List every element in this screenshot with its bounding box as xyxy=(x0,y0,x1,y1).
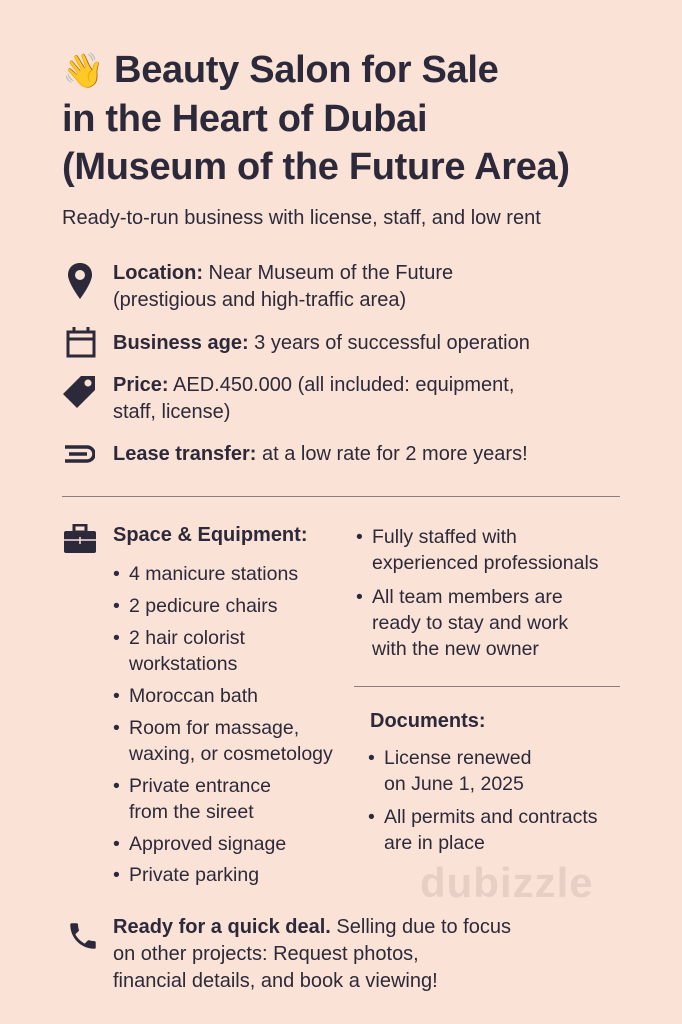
location-pin-icon xyxy=(68,263,92,299)
list-item: License renewed on June 1, 2025 xyxy=(368,745,531,797)
price-tag-icon xyxy=(63,376,95,408)
list-item: 4 manicure stations xyxy=(113,561,298,587)
feature-lease: Lease transfer: at a low rate for 2 more… xyxy=(113,443,528,465)
list-item: Private entrance from the sireet xyxy=(113,773,271,825)
call-to-action: Ready for a quick deal. Selling due to f… xyxy=(113,916,511,992)
page-title: 👋 Beauty Salon for Sale in the Heart of D… xyxy=(62,46,570,191)
title-line: (Museum of the Future Area) xyxy=(62,146,570,188)
feature-business-age: Business age: 3 years of successful oper… xyxy=(113,332,530,354)
list-item: Fully staffed with experienced professio… xyxy=(356,524,599,576)
feature-price: Price: AED.450.000 (all included: equipm… xyxy=(113,374,515,423)
title-line: Beauty Salon for Sale xyxy=(114,49,499,91)
space-heading: Space & Equipment: xyxy=(113,524,308,546)
list-item: All permits and contracts are in place xyxy=(368,804,597,856)
waving-hand-icon: 👋 xyxy=(62,52,105,90)
divider xyxy=(62,496,620,497)
list-item: Moroccan bath xyxy=(113,683,258,709)
list-item: 2 pedicure chairs xyxy=(113,593,277,619)
briefcase-icon xyxy=(64,524,96,553)
list-item: 2 hair colorist workstations xyxy=(113,625,245,677)
list-item: Private parking xyxy=(113,862,259,888)
lease-icon xyxy=(65,445,95,463)
subtitle: Ready-to-run business with license, staf… xyxy=(62,207,541,229)
phone-icon xyxy=(70,923,96,949)
list-item: All team members are ready to stay and w… xyxy=(356,584,568,662)
title-line: in the Heart of Dubai xyxy=(62,98,428,140)
feature-location: Location: Near Museum of the Future (pre… xyxy=(113,262,454,311)
divider xyxy=(354,686,620,687)
list-item: Room for massage, waxing, or cosmetology xyxy=(113,715,333,767)
list-item: Approved signage xyxy=(113,831,286,857)
dubizzle-watermark: dubizzle xyxy=(420,859,594,906)
documents-heading: Documents: xyxy=(370,710,486,732)
calendar-icon xyxy=(66,327,96,358)
